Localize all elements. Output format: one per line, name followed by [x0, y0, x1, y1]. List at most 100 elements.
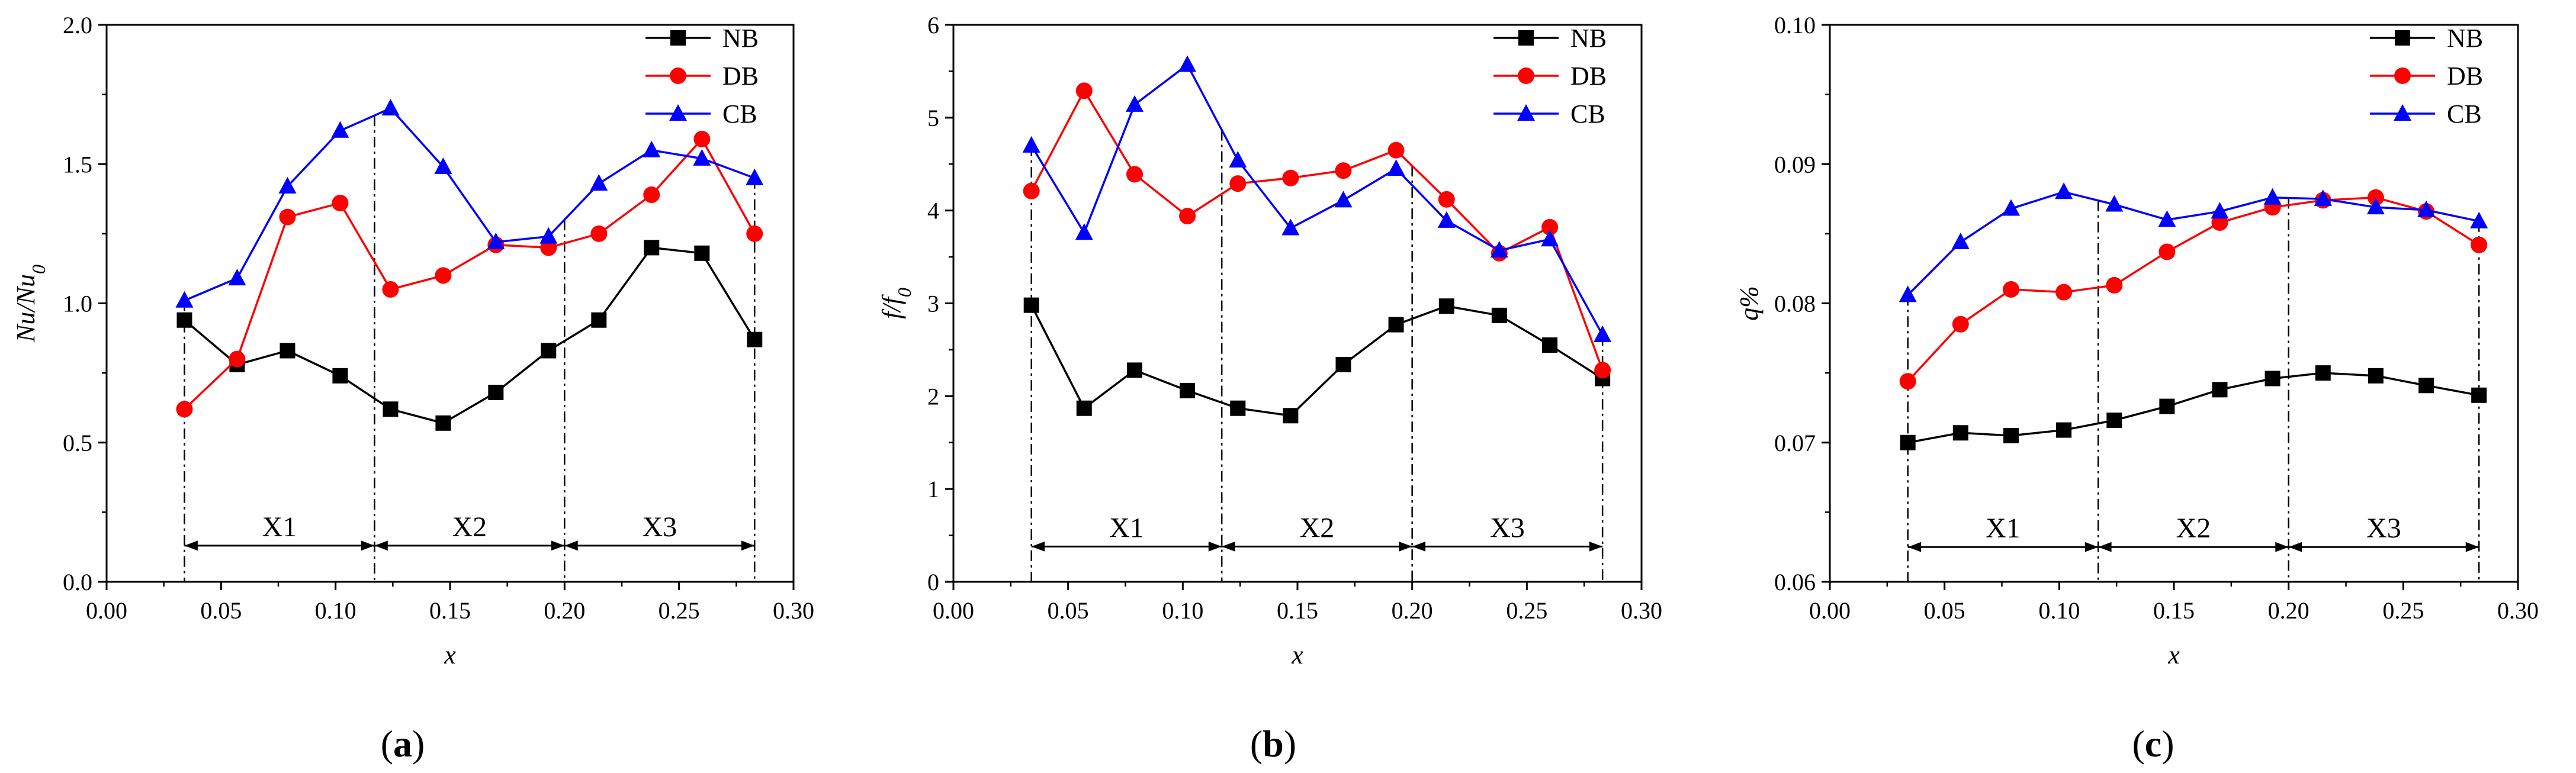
data-point-a-cb-2	[278, 176, 297, 194]
data-point-c-cb-1	[1951, 232, 1970, 249]
data-point-b-nb-3	[1180, 382, 1196, 398]
data-point-b-cb-7	[1387, 159, 1405, 176]
data-point-b-db-3	[1179, 208, 1196, 225]
panel-label-b: (b)	[1250, 723, 1296, 765]
x-tick-label-c-2: 0.10	[2038, 597, 2080, 624]
data-point-a-cb-5	[434, 157, 452, 174]
data-point-a-db-0	[176, 401, 193, 418]
y-tick-label-c-1: 0.07	[1774, 430, 1816, 456]
zone-arrow-head-right-a-1	[551, 540, 565, 551]
legend-circle-marker-a	[670, 67, 686, 84]
series-line-a-nb	[184, 246, 756, 424]
data-point-b-nb-4	[1230, 400, 1246, 416]
data-point-c-cb-9	[2366, 198, 2385, 215]
data-point-c-cb-10	[2417, 200, 2436, 217]
chart-panel-a: 0.00 0.05 0.10 0.15 0.20 0.25 0.30 0.0 0.5 1.0 1.5…	[11, 12, 814, 765]
zone-arrow-head-right-b-0	[1208, 542, 1222, 552]
legend-a: NB DB CB	[645, 24, 759, 128]
zone-arrow-head-right-c-2	[2465, 542, 2479, 552]
data-point-b-nb-7	[1388, 317, 1404, 333]
data-point-a-nb-8	[591, 312, 607, 328]
zone-arrow-head-left-c-0	[1907, 542, 1922, 552]
data-point-a-db-4	[382, 281, 399, 298]
data-point-a-db-9	[643, 186, 660, 204]
x-tick-label-c-3: 0.15	[2153, 597, 2195, 624]
data-point-b-db-4	[1229, 175, 1247, 192]
data-point-c-cb-3	[2055, 182, 2073, 199]
y-tick-label-b-6: 6	[927, 12, 939, 38]
y-tick-label-b-0: 0	[927, 569, 939, 595]
series-line-b-nb	[1030, 304, 1604, 417]
x-axis-title-b: x	[1291, 640, 1303, 669]
series-line-c-nb	[1907, 372, 2479, 444]
zone-arrow-head-left-c-2	[2288, 542, 2302, 552]
data-point-a-nb-5	[435, 415, 451, 431]
data-point-a-nb-10	[694, 245, 710, 261]
y-tick-label-a-4: 2.0	[63, 12, 92, 38]
y-axis-title-a: Nu/Nu0	[11, 265, 49, 343]
x-tick-label-c-0: 0.00	[1809, 597, 1851, 624]
y-tick-label-b-2: 2	[927, 383, 939, 410]
data-point-a-db-2	[279, 208, 296, 226]
zone-label-b-2: X3	[1490, 512, 1525, 543]
plot-frame-c	[1829, 24, 2519, 583]
data-point-c-cb-7	[2263, 188, 2282, 205]
data-point-c-db-5	[2159, 243, 2176, 260]
legend-label-a-db: DB	[722, 62, 759, 91]
data-point-a-nb-0	[176, 312, 192, 328]
y-tick-label-b-1: 1	[927, 476, 939, 503]
x-axis-title-a: x	[444, 640, 456, 669]
x-tick-label-a-5: 0.25	[659, 597, 700, 624]
data-point-c-db-1	[1952, 315, 1969, 333]
y-tick-label-c-4: 0.10	[1774, 12, 1816, 38]
data-point-b-nb-2	[1126, 362, 1142, 378]
zone-arrow-head-right-b-2	[1589, 542, 1603, 552]
data-point-b-nb-6	[1335, 357, 1351, 373]
data-point-b-nb-5	[1283, 408, 1299, 424]
data-point-c-nb-6	[2212, 382, 2228, 398]
data-point-c-nb-10	[2418, 378, 2434, 394]
x-tick-label-b-0: 0.00	[933, 597, 974, 624]
data-point-b-db-5	[1282, 169, 1299, 186]
x-axis-title-c: x	[2167, 640, 2180, 669]
x-tick-label-a-6: 0.30	[773, 597, 814, 624]
zone-arrow-head-left-b-2	[1412, 542, 1426, 552]
data-point-b-db-6	[1335, 162, 1352, 179]
series-line-b-db	[1030, 88, 1604, 371]
data-point-b-cb-6	[1334, 191, 1353, 208]
zone-arrow-head-left-a-2	[564, 540, 578, 551]
zone-label-c-0: X1	[1986, 513, 2021, 544]
data-point-c-nb-3	[2056, 422, 2072, 438]
x-tick-label-b-1: 0.05	[1048, 597, 1089, 624]
legend-c: NB DB CB	[2370, 24, 2483, 128]
legend-triangle-marker-b	[1517, 104, 1535, 121]
data-point-b-db-2	[1126, 166, 1143, 183]
data-point-b-cb-4	[1229, 150, 1247, 168]
data-point-c-nb-7	[2265, 371, 2281, 386]
series-line-c-cb	[1907, 191, 2479, 296]
data-point-b-cb-0	[1022, 136, 1040, 153]
data-point-a-cb-8	[590, 174, 608, 191]
legend-label-a-nb: NB	[722, 24, 759, 53]
data-point-c-db-11	[2471, 236, 2488, 253]
data-point-c-db-3	[2055, 284, 2073, 301]
data-point-a-nb-11	[747, 331, 763, 347]
data-point-b-nb-0	[1023, 297, 1039, 313]
y-tick-label-a-3: 1.5	[63, 151, 92, 178]
data-point-a-cb-7	[539, 227, 558, 244]
zone-label-b-1: X2	[1300, 512, 1335, 543]
data-point-a-db-11	[746, 225, 763, 242]
data-point-a-cb-10	[693, 149, 711, 166]
y-tick-label-c-3: 0.09	[1774, 151, 1816, 178]
data-point-b-nb-8	[1438, 298, 1454, 314]
data-point-b-db-7	[1387, 141, 1405, 159]
zone-arrow-head-right-a-2	[741, 540, 755, 551]
data-point-a-nb-3	[332, 368, 348, 384]
data-point-c-db-2	[2002, 281, 2019, 298]
zone-label-a-0: X1	[262, 511, 297, 543]
zone-label-c-1: X2	[2176, 513, 2211, 544]
data-point-c-cb-0	[1899, 285, 1917, 302]
data-point-a-cb-11	[746, 168, 764, 185]
y-tick-label-a-0: 0.0	[63, 569, 92, 595]
y-tick-label-b-5: 5	[927, 105, 939, 131]
